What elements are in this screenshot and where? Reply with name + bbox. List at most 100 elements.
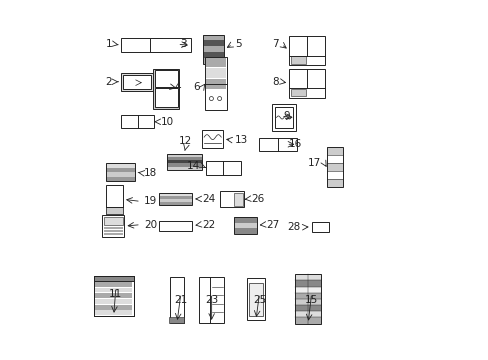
Text: 20: 20 (143, 220, 157, 230)
Bar (121, 115, 154, 128)
Text: 24: 24 (202, 194, 215, 204)
Bar (106, 172, 135, 177)
Bar (95, 310, 132, 315)
Bar (290, 89, 305, 96)
Bar (159, 221, 192, 231)
Bar (94, 276, 134, 316)
Bar (295, 274, 320, 324)
Text: 4: 4 (175, 82, 181, 92)
Bar (326, 147, 342, 187)
Bar (295, 274, 320, 280)
Bar (295, 305, 320, 311)
Bar (170, 277, 183, 323)
Bar (166, 167, 201, 170)
Bar (106, 168, 135, 172)
Bar (295, 287, 320, 293)
Bar (106, 207, 123, 214)
Bar (95, 282, 132, 287)
Bar (288, 36, 324, 65)
Text: 19: 19 (143, 197, 157, 206)
Bar (159, 193, 192, 196)
Bar (168, 317, 183, 323)
Text: 11: 11 (109, 289, 122, 299)
Bar (94, 276, 134, 281)
Text: 6: 6 (193, 82, 200, 92)
Bar (202, 130, 223, 148)
Bar (326, 163, 342, 171)
Text: 25: 25 (252, 295, 265, 305)
Bar (153, 68, 179, 109)
Text: 23: 23 (204, 295, 218, 305)
Text: 7: 7 (271, 39, 278, 49)
Bar (155, 70, 177, 87)
Bar (95, 299, 132, 304)
Bar (295, 311, 320, 318)
Bar (103, 233, 123, 235)
Text: 14: 14 (186, 161, 200, 171)
Bar (326, 179, 342, 187)
Text: 18: 18 (143, 168, 157, 178)
Bar (220, 192, 244, 207)
Bar (102, 215, 124, 237)
Bar (94, 276, 134, 316)
Bar (198, 277, 224, 323)
Bar (290, 56, 305, 64)
Bar (248, 283, 263, 316)
Bar (106, 177, 135, 181)
Bar (106, 163, 135, 168)
Bar (234, 217, 256, 234)
Text: 9: 9 (283, 111, 290, 121)
Bar (203, 46, 224, 52)
Bar (206, 58, 226, 67)
Text: 1: 1 (105, 39, 112, 49)
Bar (166, 154, 201, 157)
Bar (203, 40, 224, 46)
Bar (247, 278, 264, 320)
Bar (95, 305, 132, 310)
Bar (206, 79, 226, 89)
Text: 8: 8 (271, 77, 278, 87)
Text: 21: 21 (174, 295, 187, 305)
Bar (159, 193, 192, 205)
Bar (205, 161, 241, 175)
Bar (159, 196, 192, 199)
Bar (166, 160, 201, 163)
Bar (203, 35, 224, 40)
Bar (272, 104, 295, 131)
Bar (155, 87, 177, 107)
Text: 27: 27 (266, 220, 279, 230)
Text: 2: 2 (105, 77, 112, 87)
Bar (295, 293, 320, 299)
Bar (95, 293, 132, 298)
Bar (159, 199, 192, 202)
Bar (295, 299, 320, 305)
Bar (205, 57, 227, 111)
Text: 3: 3 (180, 39, 186, 49)
Bar (275, 107, 292, 128)
Text: 28: 28 (287, 222, 300, 232)
Bar (326, 147, 342, 155)
Bar (103, 217, 123, 225)
Bar (234, 222, 256, 228)
Bar (326, 171, 342, 179)
Bar (206, 68, 226, 78)
Text: 5: 5 (235, 39, 242, 49)
Bar (288, 68, 324, 98)
Text: 22: 22 (202, 220, 215, 230)
Bar (166, 163, 201, 167)
Text: 17: 17 (307, 158, 321, 168)
Bar (121, 38, 162, 53)
Bar (123, 75, 150, 89)
Bar (258, 138, 297, 151)
Bar (234, 228, 256, 234)
Bar (103, 227, 123, 229)
Bar (106, 163, 135, 181)
Bar (103, 230, 123, 232)
Bar (295, 318, 320, 324)
Text: 26: 26 (250, 194, 264, 204)
Bar (159, 202, 192, 205)
Bar (121, 73, 152, 91)
Bar (149, 38, 190, 53)
Bar (295, 280, 320, 287)
Bar (106, 185, 123, 214)
